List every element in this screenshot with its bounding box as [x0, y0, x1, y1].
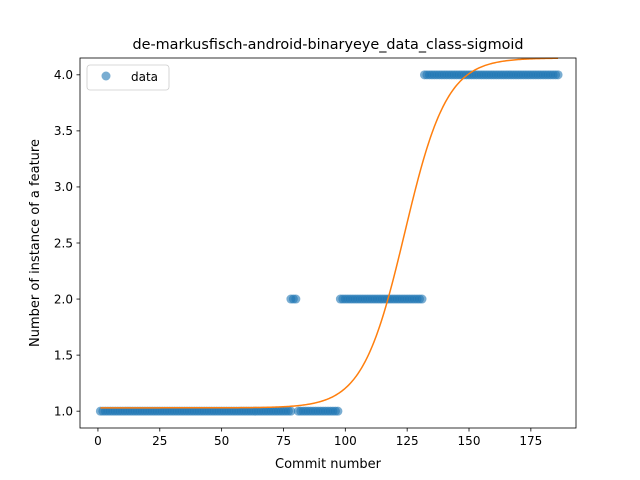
x-axis-ticks: 0 25 50 75 100 125 150 175	[94, 428, 542, 448]
legend-marker-data	[101, 71, 111, 81]
y-tick-label: 4.0	[54, 68, 73, 82]
data-point	[553, 70, 563, 80]
chart-title: de-markusfisch-android-binaryeye_data_cl…	[132, 37, 523, 53]
x-axis-label: Commit number	[275, 457, 382, 472]
x-tick-label: 100	[334, 434, 357, 448]
scatter-marks	[95, 70, 563, 416]
y-axis-ticks: 1.0 1.5 2.0 2.5 3.0 3.5 4.0	[54, 68, 80, 418]
y-tick-label: 3.5	[54, 124, 73, 138]
y-tick-label: 2.0	[54, 292, 73, 306]
x-tick-label: 125	[396, 434, 419, 448]
y-tick-label: 1.0	[54, 404, 73, 418]
x-tick-label: 175	[519, 434, 542, 448]
x-tick-label: 50	[214, 434, 229, 448]
x-tick-label: 0	[94, 434, 102, 448]
data-point	[286, 406, 296, 416]
y-axis-label: Number of instance of a feature	[28, 139, 43, 347]
legend-label-data: data	[131, 70, 158, 84]
y-tick-label: 3.0	[54, 180, 73, 194]
y-tick-label: 1.5	[54, 348, 73, 362]
sigmoid-fit-line	[100, 57, 559, 409]
x-tick-label: 25	[152, 434, 167, 448]
data-point	[291, 294, 301, 304]
fit-line-marks	[100, 57, 559, 409]
data-point	[417, 294, 427, 304]
x-tick-label: 150	[458, 434, 481, 448]
plot-area	[80, 58, 576, 428]
legend-box	[86, 64, 170, 91]
data-point	[333, 406, 343, 416]
x-tick-label: 75	[276, 434, 291, 448]
legend: data	[86, 64, 170, 91]
y-tick-label: 2.5	[54, 236, 73, 250]
